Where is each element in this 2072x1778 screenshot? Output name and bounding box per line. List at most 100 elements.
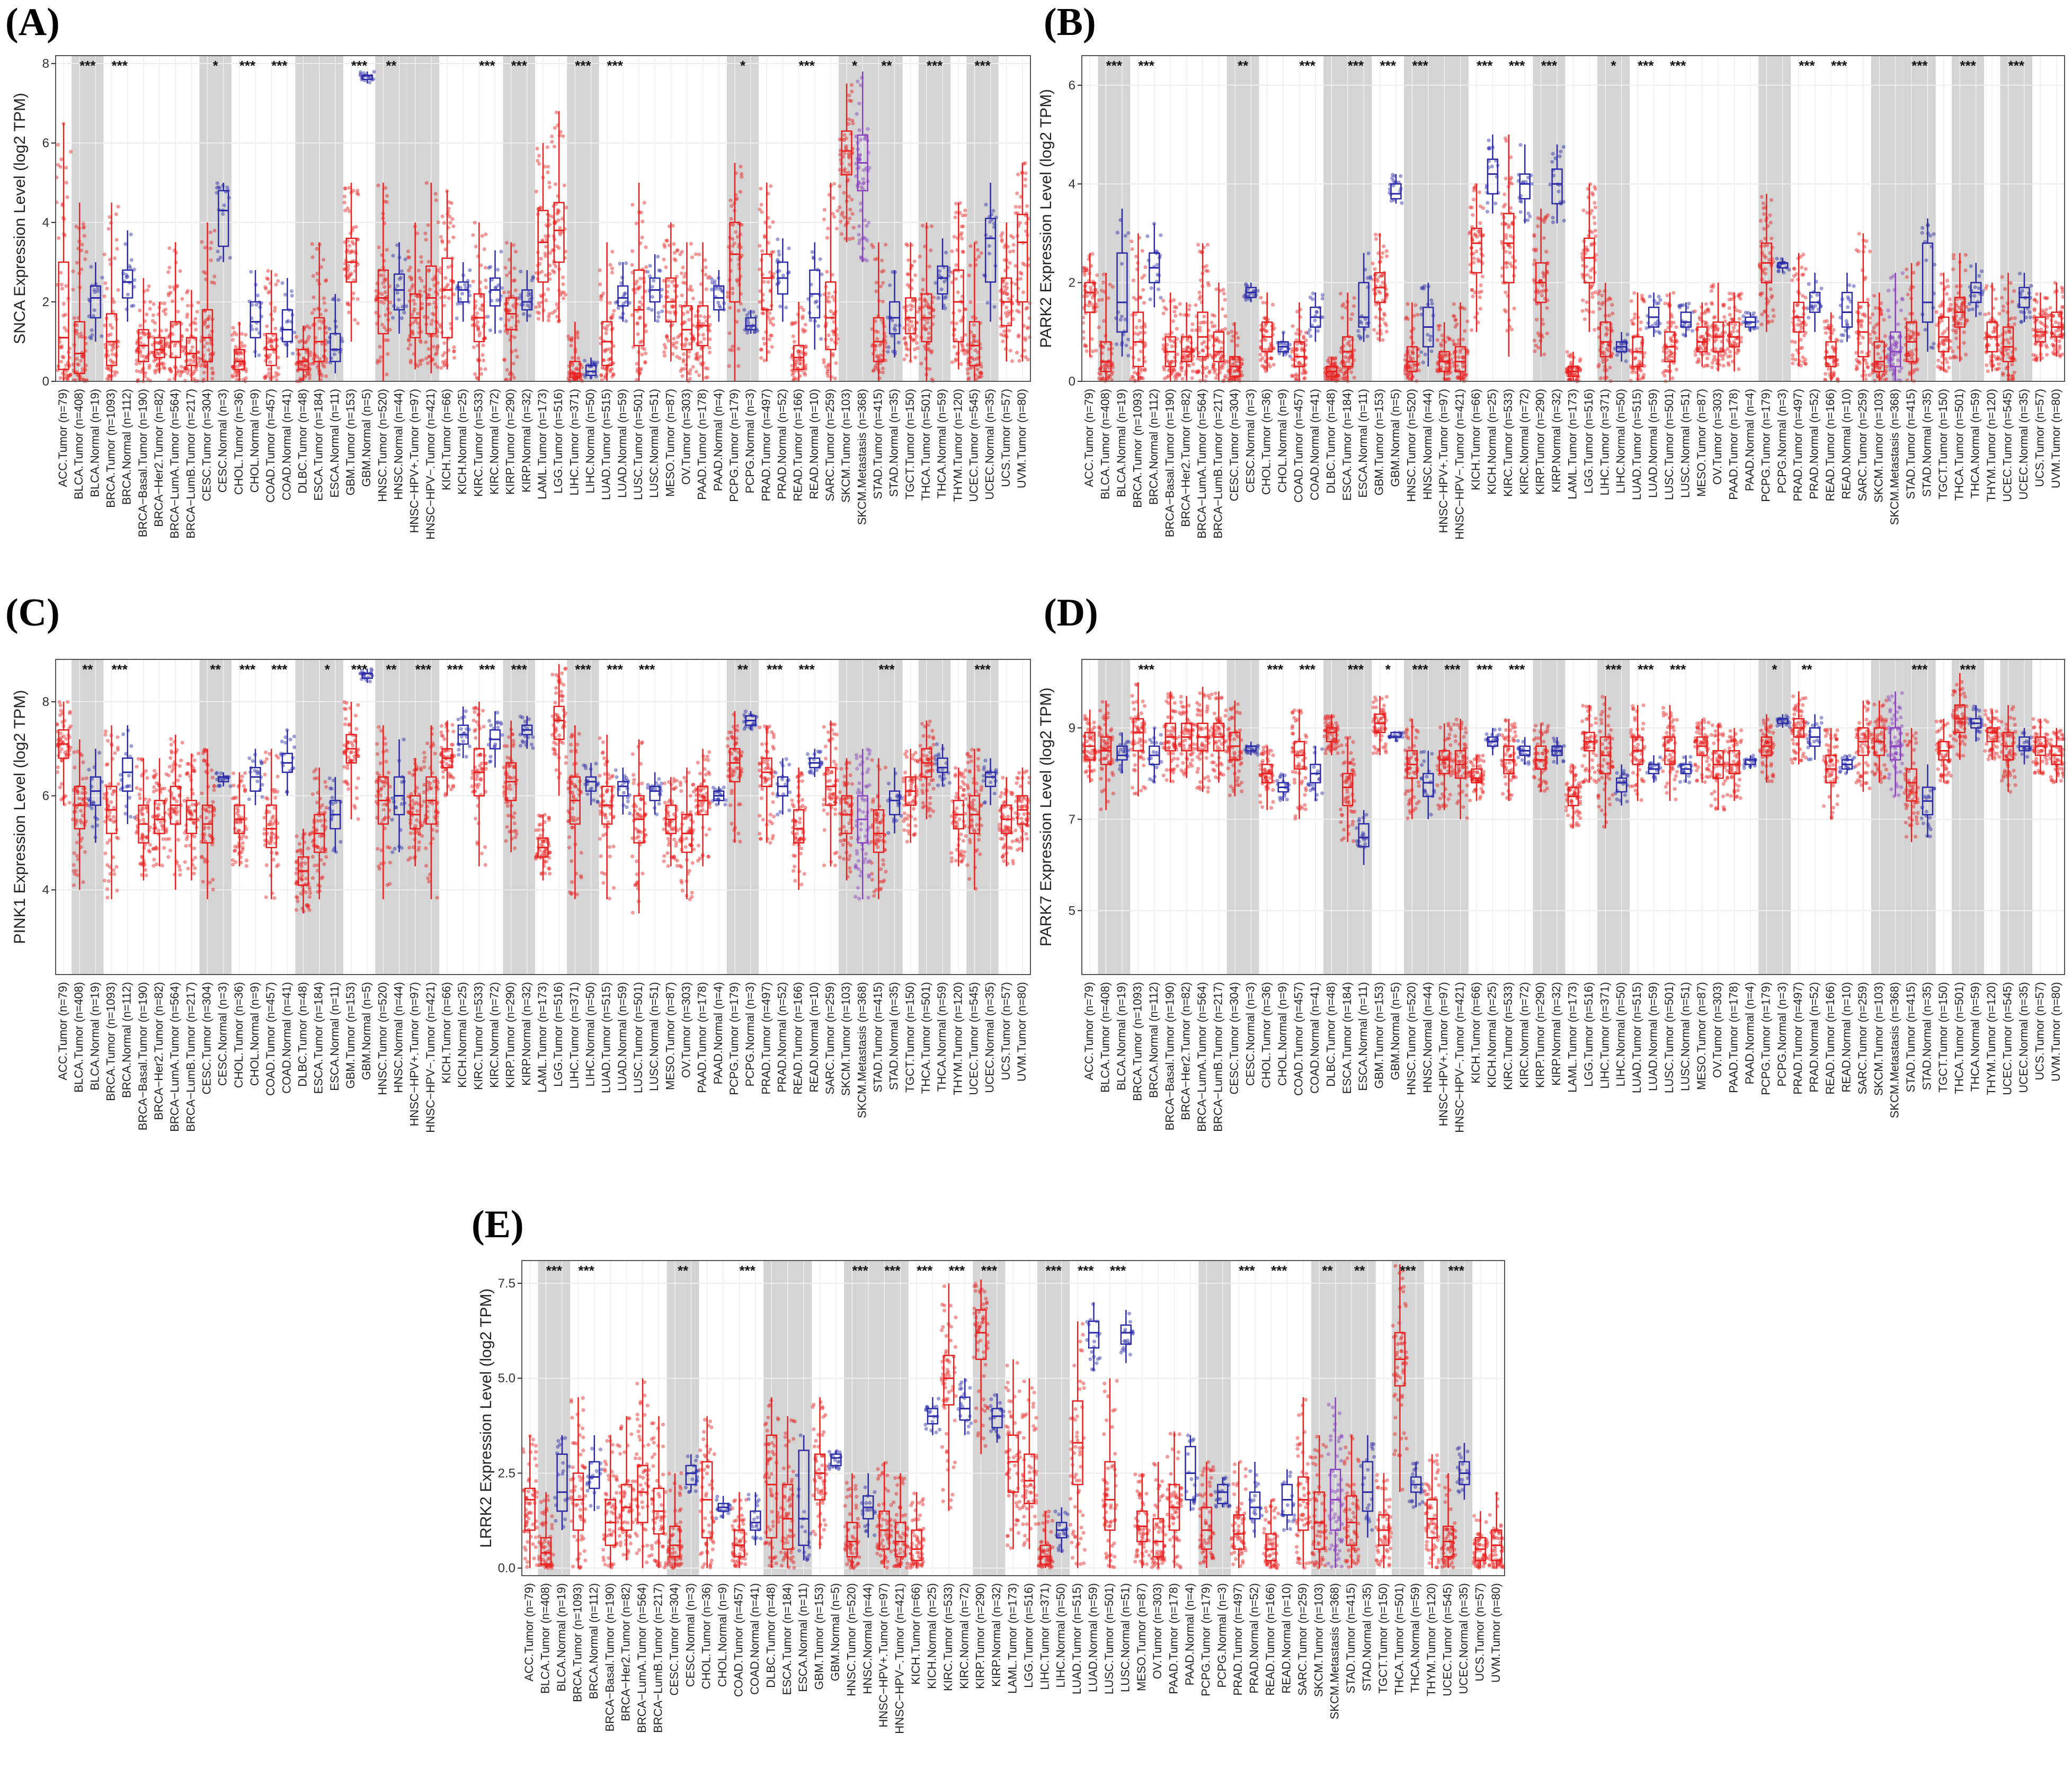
data-point	[760, 210, 764, 215]
data-point	[182, 369, 186, 373]
data-point	[610, 271, 615, 275]
data-point	[1505, 265, 1509, 269]
data-point	[1165, 343, 1169, 347]
box-tumor	[1451, 302, 1470, 383]
data-point	[908, 303, 912, 307]
data-point	[671, 344, 675, 348]
data-point	[961, 213, 965, 218]
data-point	[830, 273, 834, 277]
data-point	[1081, 336, 1086, 341]
data-point	[424, 340, 428, 344]
data-point	[129, 304, 134, 308]
data-point	[135, 350, 139, 354]
data-point	[207, 348, 211, 352]
group-shade	[1758, 56, 1791, 381]
data-point	[931, 308, 936, 312]
data-point	[324, 330, 328, 335]
data-point	[1264, 329, 1268, 333]
data-point	[1006, 292, 1010, 296]
data-point	[452, 292, 456, 297]
data-point	[975, 367, 980, 372]
data-point	[1126, 231, 1131, 235]
data-point	[921, 288, 925, 292]
data-point	[826, 295, 830, 299]
data-point	[1390, 176, 1394, 180]
data-point	[374, 297, 378, 301]
data-point	[1244, 298, 1248, 302]
data-point	[187, 368, 191, 372]
data-point	[608, 301, 612, 305]
data-point	[1462, 307, 1467, 311]
data-point	[972, 339, 976, 343]
data-point	[317, 357, 322, 361]
data-point	[1180, 377, 1185, 381]
data-point	[1581, 208, 1586, 212]
data-point	[992, 305, 997, 309]
data-point	[598, 268, 602, 272]
data-point	[606, 324, 610, 328]
data-point	[1340, 377, 1344, 381]
data-point	[1440, 333, 1444, 338]
data-point	[704, 366, 708, 370]
x-tick-label: LUAD.Normal (n=59)	[616, 389, 629, 498]
data-point	[789, 355, 794, 360]
data-point	[1024, 307, 1028, 311]
box-tumor	[822, 182, 840, 381]
data-point	[102, 294, 106, 298]
data-point	[379, 299, 383, 304]
data-point	[65, 376, 69, 380]
data-point	[607, 358, 611, 362]
data-point	[1140, 276, 1144, 280]
data-point	[324, 278, 328, 282]
data-point	[790, 368, 794, 373]
data-point	[826, 362, 831, 367]
data-point	[1458, 350, 1463, 354]
data-point	[109, 332, 113, 336]
data-point	[1221, 363, 1225, 367]
data-point	[562, 183, 566, 187]
data-point	[985, 301, 990, 305]
box-normal	[358, 70, 376, 85]
data-point	[1283, 352, 1288, 356]
data-point	[352, 242, 356, 246]
data-point	[553, 126, 557, 130]
y-axis-label: SNCA Expression Level (log2 TPM)	[11, 93, 29, 344]
data-point	[348, 251, 352, 255]
data-point	[987, 252, 992, 256]
x-tick-label: PRAD.Normal (n=52)	[775, 389, 788, 499]
data-point	[857, 241, 861, 246]
data-point	[504, 240, 509, 245]
data-point	[1559, 149, 1563, 154]
data-point	[274, 273, 278, 277]
data-point	[826, 333, 831, 337]
data-point	[1258, 358, 1262, 362]
data-point	[89, 265, 93, 269]
data-point	[407, 255, 412, 260]
data-point	[709, 277, 714, 281]
box-tumor	[789, 302, 808, 382]
data-point	[1179, 369, 1184, 373]
data-point	[142, 333, 146, 337]
data-point	[965, 351, 970, 355]
data-point	[431, 278, 435, 282]
data-point	[1264, 338, 1268, 342]
data-point	[689, 284, 693, 289]
data-point	[776, 257, 780, 262]
data-point	[792, 321, 796, 326]
data-point	[126, 274, 130, 279]
data-point	[1219, 357, 1223, 361]
data-point	[907, 319, 911, 323]
data-point	[1294, 352, 1299, 357]
data-point	[885, 315, 890, 320]
data-point	[681, 265, 685, 270]
data-point	[1244, 282, 1248, 286]
group-shade	[567, 56, 599, 381]
data-point	[1026, 325, 1030, 329]
data-point	[688, 368, 692, 372]
y-tick-label: 4	[42, 216, 49, 230]
data-point	[963, 307, 968, 311]
data-point	[683, 342, 688, 346]
data-point	[672, 257, 677, 261]
data-point	[1219, 354, 1224, 359]
data-point	[324, 374, 328, 378]
